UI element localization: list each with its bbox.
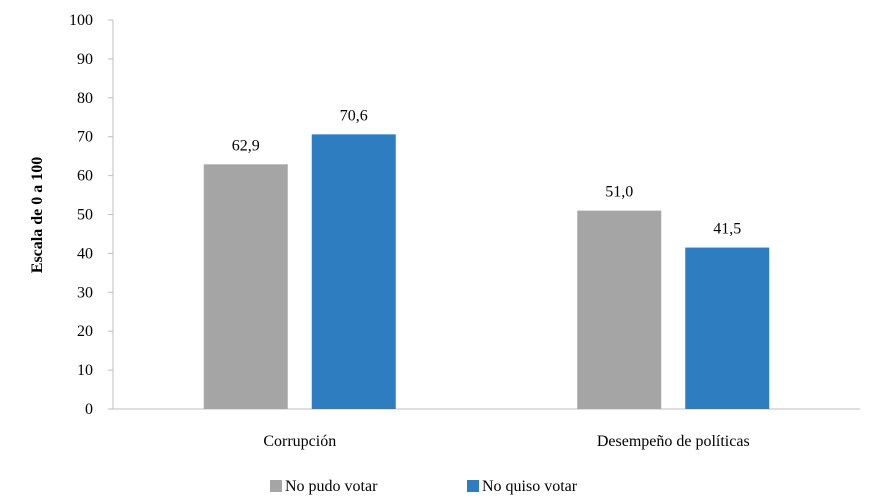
bar [685,247,770,409]
data-label: 41,5 [713,221,741,238]
bar [577,210,662,409]
legend: No pudo votar No quiso votar [270,478,578,495]
data-labels: 62,9 70,6 51,0 41,5 [232,107,742,237]
y-tick-label: 10 [77,362,93,379]
y-tick-label: 40 [77,245,93,262]
legend-label: No pudo votar [285,478,378,495]
bar [311,134,396,409]
category-label: Corrupción [263,433,336,450]
y-tick-label: 30 [77,284,93,301]
category-labels: Corrupción Desempeño de políticas [263,433,749,450]
y-tick-label: 20 [77,323,93,340]
bars [203,134,770,409]
legend-swatch [270,480,282,492]
y-tick-label: 0 [85,401,93,418]
y-tick-label: 60 [77,168,93,185]
y-tick-labels: 0 10 20 30 40 50 60 70 80 90 100 [69,12,113,418]
y-tick-label: 70 [77,129,93,146]
y-tick-label: 50 [77,207,93,224]
y-axis-title: Escala de 0 a 100 [29,157,46,273]
y-tick-label: 80 [77,90,93,107]
data-label: 62,9 [232,137,260,154]
y-tick-label: 90 [77,51,93,68]
data-label: 51,0 [605,184,633,201]
y-tick-label: 100 [69,12,93,29]
legend-label: No quiso votar [482,478,578,495]
data-label: 70,6 [340,107,368,124]
legend-swatch [467,480,479,492]
bar [203,164,288,409]
category-label: Desempeño de políticas [597,433,750,450]
